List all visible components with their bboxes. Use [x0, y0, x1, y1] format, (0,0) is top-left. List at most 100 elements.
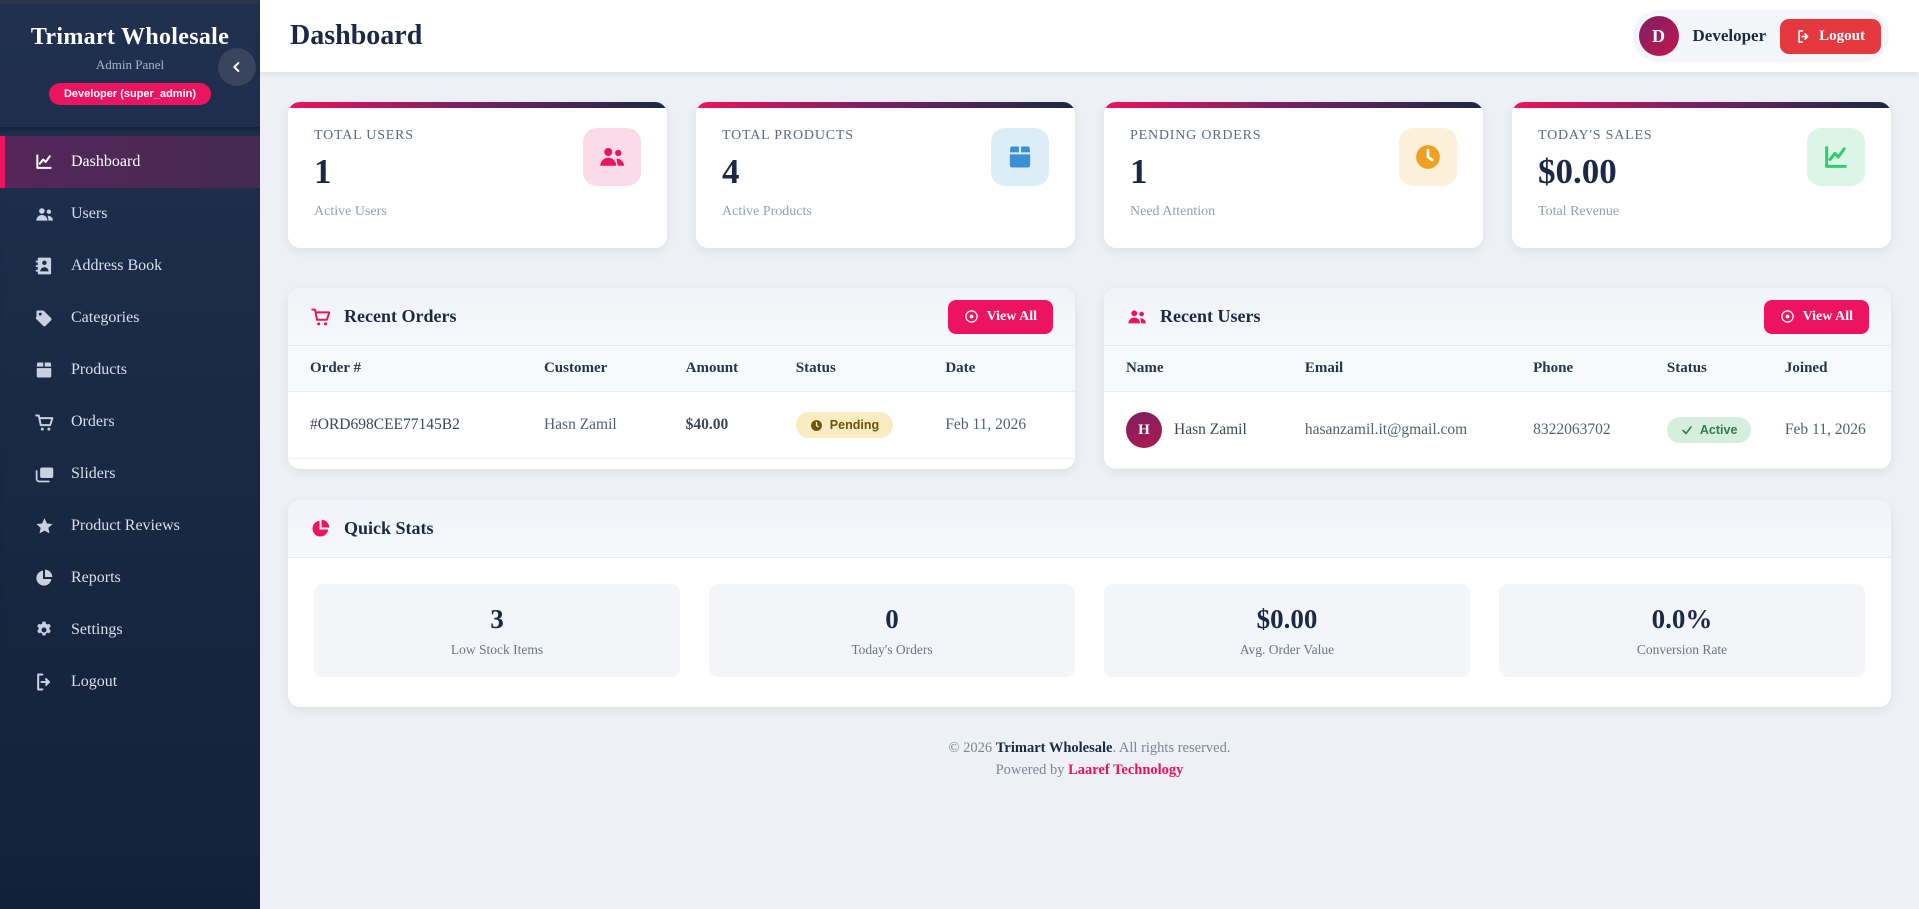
- stat-card-total-users: TOTAL USERS 1 Active Users: [288, 102, 667, 248]
- dashboard-content: TOTAL USERS 1 Active Users TOTAL PRODUCT…: [260, 72, 1919, 909]
- users-icon: [1126, 306, 1148, 328]
- sidebar-item-products[interactable]: Products: [0, 344, 260, 396]
- sidebar-item-settings[interactable]: Settings: [0, 604, 260, 656]
- sidebar-item-label: Orders: [71, 413, 115, 430]
- brand-subtitle: Admin Panel: [95, 57, 165, 72]
- column-header: Joined: [1772, 346, 1891, 392]
- sidebar-item-label: Reports: [71, 569, 121, 586]
- column-header: Date: [933, 346, 1075, 392]
- sidebar-item-users[interactable]: Users: [0, 188, 260, 240]
- sidebar-item-dashboard[interactable]: Dashboard: [0, 136, 260, 188]
- tables-row: Recent Orders View All Order # Customer: [288, 288, 1891, 469]
- sidebar-item-label: Dashboard: [71, 153, 141, 170]
- stat-label: TOTAL PRODUCTS: [722, 128, 854, 143]
- sidebar-collapse-button[interactable]: [218, 48, 256, 86]
- sidebar-item-label: Address Book: [71, 257, 163, 274]
- sidebar-item-label: Users: [71, 205, 108, 222]
- recent-orders-table: Order # Customer Amount Status Date #ORD…: [288, 346, 1075, 459]
- stat-sublabel: Total Revenue: [1538, 204, 1620, 219]
- sidebar-item-label: Sliders: [71, 465, 116, 482]
- sidebar: Trimart Wholesale Admin Panel Developer …: [0, 0, 260, 909]
- orders-view-all-button[interactable]: View All: [947, 299, 1053, 334]
- order-row: #ORD698CEE77145B2 Hasn Zamil $40.00 Pend…: [288, 391, 1075, 459]
- quick-stat-value: 0.0%: [1651, 603, 1713, 634]
- table-header-row: Order # Customer Amount Status Date: [288, 346, 1075, 392]
- recent-orders-header: Recent Orders View All: [288, 288, 1075, 346]
- clock-icon: [1399, 128, 1457, 186]
- sidebar-item-reports[interactable]: Reports: [0, 552, 260, 604]
- users-view-all-button[interactable]: View All: [1763, 299, 1869, 334]
- panel-title: Recent Orders: [344, 306, 457, 326]
- recent-users-table: Name Email Phone Status Joined H: [1104, 346, 1891, 469]
- column-header: Amount: [673, 346, 784, 392]
- stat-card-total-products: TOTAL PRODUCTS 4 Active Products: [696, 102, 1075, 248]
- logout-button[interactable]: Logout: [1780, 18, 1881, 54]
- quick-stats-panel: Quick Stats 3 Low Stock Items 0 Today's …: [288, 500, 1891, 707]
- user-name-cell: H Hasn Zamil: [1104, 391, 1293, 469]
- column-header: Phone: [1521, 346, 1655, 392]
- check-icon: [1681, 424, 1693, 436]
- panel-title: Recent Users: [1160, 306, 1261, 326]
- sign-out-icon: [33, 671, 55, 693]
- stat-cards-row: TOTAL USERS 1 Active Users TOTAL PRODUCT…: [288, 102, 1891, 248]
- chart-pie-icon: [310, 518, 332, 540]
- user-joined: Feb 11, 2026: [1772, 391, 1891, 469]
- users-icon: [583, 128, 641, 186]
- status-badge-label: Active: [1699, 423, 1738, 437]
- topbar: Dashboard D Developer Logout: [260, 0, 1919, 72]
- sign-out-icon: [1796, 29, 1811, 44]
- column-header: Status: [1654, 346, 1773, 392]
- gears-icon: [33, 619, 55, 641]
- recent-users-header: Recent Users View All: [1104, 288, 1891, 346]
- user-status-cell: Active: [1654, 391, 1773, 469]
- sidebar-item-orders[interactable]: Orders: [0, 396, 260, 448]
- column-header: Status: [783, 346, 934, 392]
- status-badge-label: Pending: [829, 418, 880, 432]
- sidebar-item-address-book[interactable]: Address Book: [0, 240, 260, 292]
- order-date: Feb 11, 2026: [933, 391, 1075, 459]
- sidebar-item-categories[interactable]: Categories: [0, 292, 260, 344]
- page-title: Dashboard: [290, 20, 423, 51]
- column-header: Name: [1104, 346, 1293, 392]
- quick-stat-avg-order-value: $0.00 Avg. Order Value: [1104, 584, 1470, 677]
- table-header-row: Name Email Phone Status Joined: [1104, 346, 1891, 392]
- powered-by-line: Powered by Laaref Technology: [995, 762, 1184, 779]
- order-customer: Hasn Zamil: [531, 391, 674, 459]
- star-icon: [33, 515, 55, 537]
- sidebar-item-logout[interactable]: Logout: [0, 656, 260, 708]
- user-email: hasanzamil.it@gmail.com: [1292, 391, 1522, 469]
- eye-icon: [1780, 309, 1795, 324]
- address-book-icon: [33, 255, 55, 277]
- quick-stat-label: Low Stock Items: [450, 641, 544, 657]
- stat-label: TODAY'S SALES: [1538, 128, 1653, 143]
- recent-orders-panel: Recent Orders View All Order # Customer: [288, 288, 1075, 469]
- quick-stat-label: Conversion Rate: [1636, 641, 1728, 657]
- users-icon: [33, 203, 55, 225]
- stat-sublabel: Active Users: [314, 204, 387, 219]
- stat-label: PENDING ORDERS: [1130, 128, 1262, 143]
- view-all-label: View All: [986, 308, 1037, 324]
- tags-icon: [33, 307, 55, 329]
- quick-stat-value: 3: [490, 603, 504, 634]
- sidebar-item-label: Settings: [71, 621, 123, 638]
- quick-stat-todays-orders: 0 Today's Orders: [709, 584, 1075, 677]
- sidebar-item-sliders[interactable]: Sliders: [0, 448, 260, 500]
- stat-value: 4: [722, 152, 740, 191]
- user-name: Developer: [1692, 26, 1767, 45]
- eye-icon: [964, 309, 979, 324]
- shopping-cart-icon: [33, 411, 55, 433]
- brand-title: Trimart Wholesale: [30, 24, 230, 50]
- sidebar-item-product-reviews[interactable]: Product Reviews: [0, 500, 260, 552]
- user-avatar: D: [1638, 16, 1679, 56]
- clock-icon: [810, 419, 823, 432]
- sidebar-item-label: Categories: [71, 309, 140, 326]
- stat-label: TOTAL USERS: [314, 128, 414, 143]
- sidebar-nav: Dashboard Users Address Book Categories …: [0, 127, 260, 708]
- user-menu[interactable]: D Developer Logout: [1632, 10, 1889, 62]
- chart-line-icon: [33, 151, 55, 173]
- quick-stat-value: 0: [885, 603, 899, 634]
- shopping-cart-icon: [310, 306, 332, 328]
- user-phone: 8322063702: [1521, 391, 1655, 469]
- powered-by-link[interactable]: Laaref Technology: [1068, 762, 1184, 779]
- brand-block: Trimart Wholesale Admin Panel Developer …: [0, 4, 260, 105]
